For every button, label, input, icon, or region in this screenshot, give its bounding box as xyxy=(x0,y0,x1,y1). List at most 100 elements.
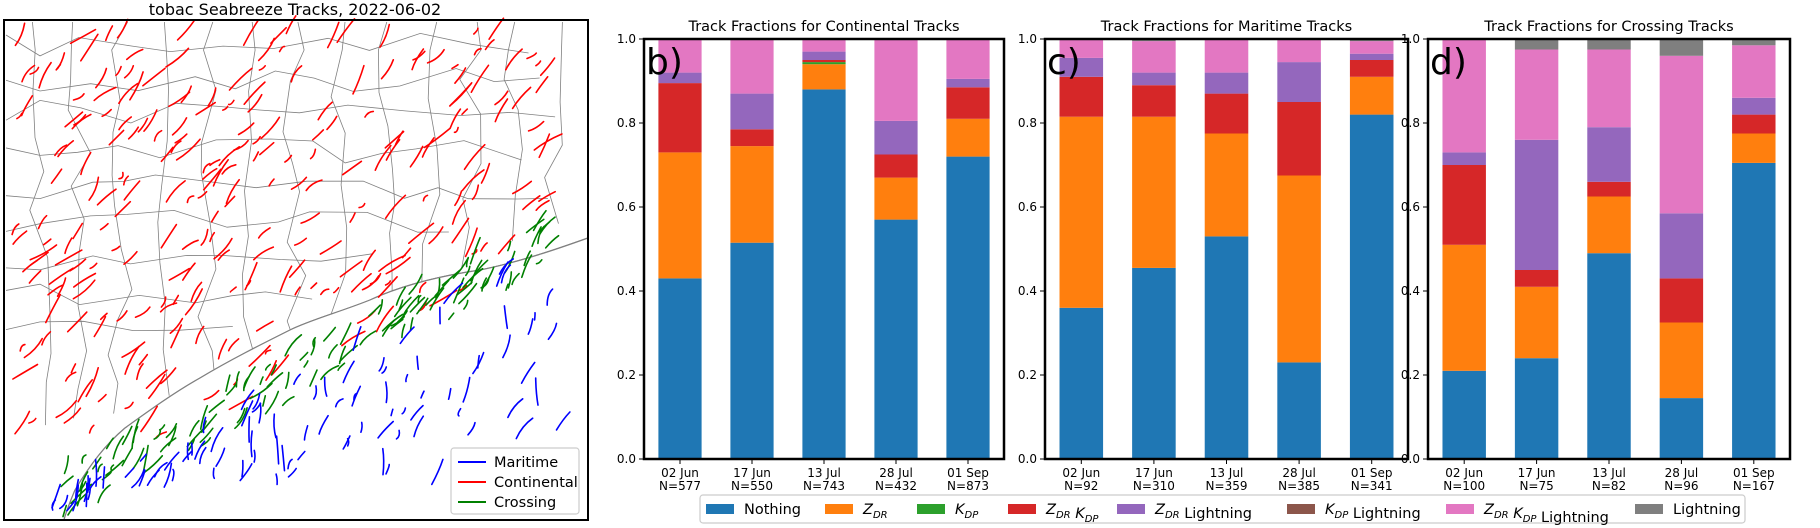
x-tick-label: 01 Sep xyxy=(1733,466,1775,480)
y-tick-label: 0.8 xyxy=(1401,116,1420,130)
crossing-track xyxy=(262,395,267,407)
bar-segment-zdr-lightning xyxy=(874,120,918,155)
continental-track xyxy=(116,310,128,322)
maritime-track xyxy=(472,351,485,375)
crossing-track xyxy=(505,283,509,291)
continental-track xyxy=(108,129,125,146)
crossing-track xyxy=(339,322,352,345)
continental-track xyxy=(136,363,144,381)
continental-track xyxy=(22,259,38,273)
continental-track xyxy=(333,286,340,294)
continental-track xyxy=(170,140,182,154)
maritime-track xyxy=(447,387,452,400)
continental-track xyxy=(169,317,184,334)
bar-segment-zdr-kdp xyxy=(1514,270,1559,287)
continental-track xyxy=(384,280,392,286)
continental-track xyxy=(326,21,340,49)
bar-segment-zdr-lightning xyxy=(946,78,990,88)
continental-track xyxy=(449,108,462,130)
county-boundary xyxy=(197,21,217,382)
x-tick-label: N=743 xyxy=(803,479,845,493)
continental-track xyxy=(285,15,297,35)
crossing-track xyxy=(417,294,422,303)
map-frame xyxy=(3,19,589,521)
x-tick-label: 01 Sep xyxy=(947,466,989,480)
crossing-track xyxy=(62,504,68,518)
continental-track xyxy=(225,178,240,205)
county-boundary xyxy=(421,21,441,290)
county-boundary xyxy=(157,21,170,396)
maritime-track xyxy=(281,444,286,472)
continental-track xyxy=(505,48,523,71)
continental-track xyxy=(116,18,129,39)
continental-track xyxy=(217,249,230,261)
continental-track xyxy=(378,254,406,272)
continental-track xyxy=(143,109,158,132)
continental-track xyxy=(64,371,77,382)
crossing-track xyxy=(235,371,240,388)
county-boundary xyxy=(5,138,522,164)
continental-track xyxy=(488,17,505,40)
maritime-track xyxy=(124,467,135,478)
continental-track xyxy=(148,373,166,399)
x-tick-label: 02 Jun xyxy=(1445,466,1483,480)
crossing-track xyxy=(463,299,469,310)
crossing-track xyxy=(97,484,111,504)
continental-track xyxy=(471,249,478,255)
bar-segment-zdr-kdp xyxy=(1732,114,1776,134)
x-tick-label: N=167 xyxy=(1733,479,1775,493)
crossing-track xyxy=(368,304,382,317)
bar-segment-zdr-kdp xyxy=(1659,278,1704,323)
bar-segment-zdr-kdp-lightning xyxy=(1442,39,1486,153)
continental-track xyxy=(47,284,64,296)
maritime-track xyxy=(241,400,254,427)
crossing-track xyxy=(402,294,420,316)
continental-track xyxy=(361,275,380,291)
bar-segment-nothing xyxy=(1349,114,1394,459)
continental-track xyxy=(511,180,533,195)
bar-chart-panels: Track Fractions for Continental Tracks 02… xyxy=(617,19,1792,493)
crossing-track xyxy=(309,369,318,387)
crossing-track xyxy=(189,419,200,437)
crossing-track xyxy=(266,372,284,388)
continental-track xyxy=(69,258,87,272)
bar-segment-nothing xyxy=(730,242,774,459)
continental-track xyxy=(497,234,516,255)
continental-track xyxy=(41,331,52,346)
bar-segment-zdr-kdp xyxy=(802,60,846,63)
crossing-track xyxy=(208,399,225,413)
crossing-track xyxy=(525,218,545,234)
legend-label-maritime: Maritime xyxy=(494,455,558,471)
crossing-track xyxy=(511,272,520,286)
continental-track xyxy=(114,200,132,218)
continental-track xyxy=(264,349,272,355)
maritime-track xyxy=(385,381,388,404)
y-tick-label: 0.8 xyxy=(1018,116,1037,130)
continental-track xyxy=(248,344,271,367)
maritime-track xyxy=(313,385,318,400)
continental-track xyxy=(350,273,372,293)
maritime-track xyxy=(250,430,253,458)
continental-track xyxy=(428,226,444,245)
bar-segment-zdr xyxy=(1204,133,1249,237)
continental-track xyxy=(127,126,139,140)
county-boundary xyxy=(5,99,556,124)
continental-track xyxy=(207,87,217,107)
continental-track xyxy=(364,110,375,118)
bar-segment-zdr-kdp-lightning xyxy=(730,39,774,94)
maritime-track xyxy=(318,414,329,435)
continental-track xyxy=(29,66,40,75)
maritime-track xyxy=(293,373,301,385)
maritime-track xyxy=(303,425,309,441)
x-tick-label: 17 Jun xyxy=(1518,466,1556,480)
crossing-track xyxy=(401,323,406,339)
continental-track xyxy=(320,288,330,296)
continental-track xyxy=(257,227,271,239)
legend-swatch-zdr-kdp xyxy=(1008,504,1036,514)
x-tick-label: N=550 xyxy=(731,479,773,493)
continental-track xyxy=(72,222,84,240)
continental-track xyxy=(454,190,463,207)
continental-track xyxy=(339,260,363,278)
maritime-track xyxy=(212,467,216,480)
bar-segment-zdr xyxy=(1277,175,1321,363)
